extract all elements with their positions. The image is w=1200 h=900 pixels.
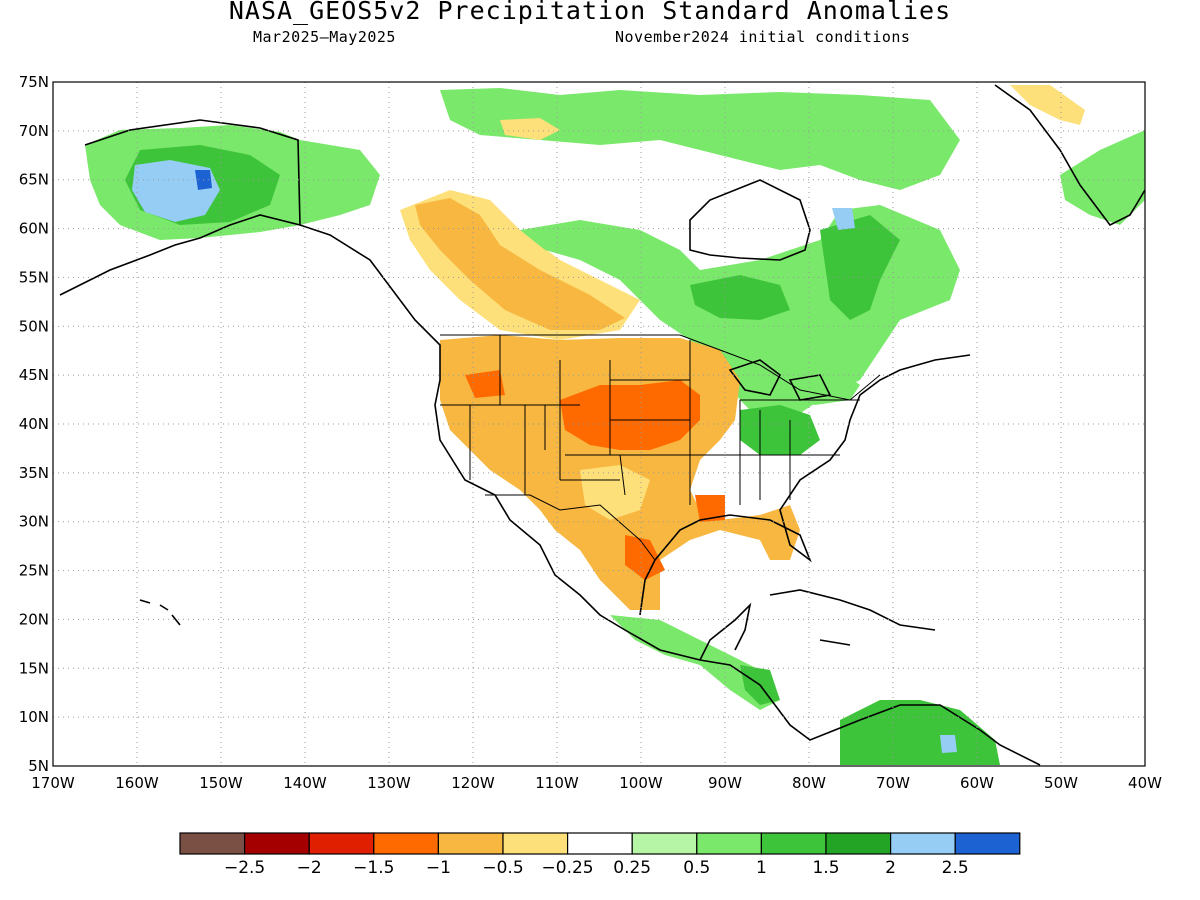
colorbar-swatch — [308, 832, 375, 855]
colorbar-label: 1 — [756, 858, 767, 878]
colorbar-label: −1.5 — [353, 858, 394, 878]
colorbar-label: 0.25 — [613, 858, 651, 878]
latitude-labels: 75N 70N 65N 60N 55N 50N 45N 40N 35N 30N 25N 20N 15N 1… — [19, 73, 49, 775]
north-america-coastline — [59, 214, 1041, 766]
ohio-valley-wet — [740, 405, 820, 455]
colorbar-label: −2 — [297, 858, 322, 878]
yucatan-coastline — [699, 602, 752, 661]
map-title: NASA_GEOS5v2 Precipitation Standard Anom… — [228, 0, 952, 25]
greenland-coastline — [994, 84, 1146, 227]
great-lakes-wet — [760, 360, 860, 405]
colorbar-swatch — [760, 832, 827, 855]
lon-tick-label: 140W — [283, 774, 327, 792]
lon-tick-label: 110W — [535, 774, 579, 792]
lat-tick-label: 20N — [19, 610, 49, 628]
us-state-lines — [440, 335, 860, 505]
lat-tick-label: 15N — [19, 659, 49, 677]
lat-tick-label: 50N — [19, 317, 49, 335]
hawaii-islands — [139, 599, 181, 626]
lon-tick-label: 50W — [1044, 774, 1078, 792]
us-mexico-border — [485, 494, 656, 561]
colorbar-label: −0.25 — [542, 858, 594, 878]
lon-tick-label: 150W — [199, 774, 243, 792]
great-plains-very-dry — [560, 380, 700, 450]
lon-tick-label: 100W — [619, 774, 663, 792]
quebec-wet-strong — [820, 215, 900, 320]
colorbar-label: 2 — [885, 858, 896, 878]
lat-tick-label: 70N — [19, 122, 49, 140]
colorbar-swatch — [566, 832, 633, 855]
quebec-very-wet — [832, 208, 855, 230]
colorbar-label: −0.5 — [482, 858, 523, 878]
lat-tick-label: 10N — [19, 708, 49, 726]
lat-tick-label: 30N — [19, 513, 49, 531]
colorbar-label: 1.5 — [812, 858, 839, 878]
ontario-wet-strong — [690, 275, 790, 320]
colorbar-swatch — [244, 832, 310, 855]
hudson-bay-coastline — [689, 179, 811, 261]
southwest-light-dry — [580, 465, 650, 520]
colorbar-swatch — [437, 832, 504, 855]
lon-tick-label: 160W — [115, 774, 159, 792]
colorbar-swatch — [631, 832, 698, 855]
lon-tick-label: 70W — [876, 774, 910, 792]
colorbar-label: 0.5 — [683, 858, 710, 878]
coastlines — [59, 84, 1146, 766]
colorbar-swatch — [954, 832, 1021, 855]
lat-tick-label: 65N — [19, 171, 49, 189]
colorbar-label: −2.5 — [224, 858, 265, 878]
south-america-wet — [840, 700, 1000, 765]
lat-tick-label: 25N — [19, 562, 49, 580]
lon-tick-label: 80W — [792, 774, 826, 792]
louisiana-very-dry — [695, 495, 725, 522]
oregon-very-dry — [465, 370, 505, 398]
greenland-dry-patch — [1010, 85, 1085, 125]
colorbar-label: 2.5 — [942, 858, 969, 878]
colorbar-labels: −2.5 −2 −1.5 −1 −0.5 −0.25 0.25 0.5 1 1.5 2 2.5 — [224, 858, 969, 878]
lat-tick-label: 45N — [19, 366, 49, 384]
lon-tick-label: 130W — [367, 774, 411, 792]
lon-tick-label: 90W — [708, 774, 742, 792]
lat-tick-label: 5N — [28, 757, 49, 775]
colorbar-label: −1 — [426, 858, 451, 878]
lat-tick-label: 40N — [19, 415, 49, 433]
colorbar — [179, 832, 1021, 855]
alaska-coastline — [84, 119, 301, 226]
greenland-wet — [1060, 130, 1145, 225]
lon-tick-label: 170W — [31, 774, 75, 792]
colorbar-swatch — [825, 832, 892, 855]
initial-conditions-subtitle: November2024 initial conditions — [615, 28, 911, 46]
colorbar-swatch — [696, 832, 762, 855]
gulf-coastline — [639, 354, 971, 616]
longitude-labels: 170W 160W 150W 140W 130W 120W 110W 100W 90W 80W 70… — [31, 774, 1162, 792]
colorbar-swatch — [373, 832, 439, 855]
arctic-dry-patch — [500, 118, 560, 140]
period-subtitle: Mar2025–May2025 — [253, 28, 396, 46]
caribbean-islands — [769, 589, 936, 646]
colorbar-swatch — [889, 832, 956, 855]
southern-mexico-wet — [610, 615, 780, 710]
political-borders — [440, 334, 881, 561]
arctic-wet-patches — [440, 88, 960, 190]
great-lakes — [728, 359, 832, 401]
lat-tick-label: 35N — [19, 464, 49, 482]
lon-tick-label: 60W — [960, 774, 994, 792]
lat-tick-label: 60N — [19, 220, 49, 238]
lon-tick-label: 120W — [451, 774, 495, 792]
anomaly-shading — [85, 85, 1145, 765]
colorbar-swatch — [179, 832, 246, 855]
venezuela-very-wet — [940, 735, 957, 753]
lat-tick-label: 55N — [19, 268, 49, 286]
texas-very-dry — [625, 535, 665, 580]
western-canada-dry-moderate — [415, 198, 625, 330]
lon-tick-label: 40W — [1128, 774, 1162, 792]
map-frame — [52, 81, 1146, 767]
lat-tick-label: 75N — [19, 73, 49, 91]
colorbar-swatch — [502, 832, 569, 855]
